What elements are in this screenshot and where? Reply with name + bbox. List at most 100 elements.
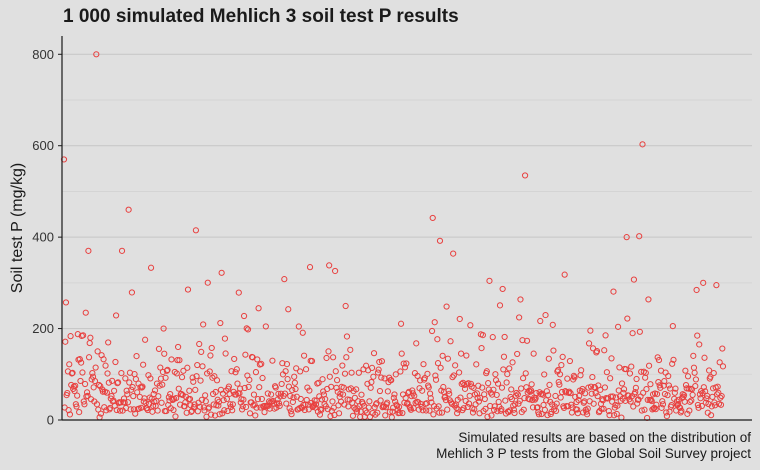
data-point [200,321,207,328]
data-point [246,376,253,383]
data-point [241,384,248,392]
data-point [84,392,91,399]
data-point [694,401,702,409]
data-point [367,384,374,391]
data-point [697,395,704,402]
data-point [609,393,616,400]
data-point [173,370,180,377]
data-point [374,369,382,376]
data-point [439,352,446,359]
data-point [487,402,494,410]
data-point [118,247,126,254]
data-point [714,383,721,390]
data-point [475,398,482,405]
data-point [428,327,436,335]
data-point [537,317,544,325]
data-point [542,311,549,319]
data-point [372,411,379,418]
data-point [202,392,209,399]
data-point [198,348,205,356]
data-point [122,375,129,382]
data-point [479,384,486,391]
data-point [528,381,535,388]
data-point [644,396,651,404]
data-point [672,385,679,392]
data-point [277,393,284,400]
data-point [289,387,296,394]
data-point [426,390,434,397]
data-point [207,411,215,418]
data-point [186,395,194,403]
data-point [669,360,676,367]
data-point [81,401,88,408]
data-point [101,404,108,411]
data-point [232,369,239,376]
data-point [400,360,407,367]
data-point [225,383,232,390]
data-point [564,375,571,382]
data-point [469,409,477,416]
data-point [87,334,94,341]
data-point [66,411,74,418]
data-point [275,400,283,407]
data-point [234,380,241,387]
data-point [465,380,472,387]
data-point [154,407,161,414]
data-point [219,390,227,397]
data-point [691,369,698,376]
data-point [78,359,85,366]
data-point [264,390,271,397]
data-point [692,382,699,390]
data-point [116,407,124,414]
data-point [80,398,87,405]
data-point [518,385,525,392]
data-point [711,402,719,409]
data-point [339,391,347,398]
data-point [140,361,147,368]
data-point [424,370,431,377]
data-point [490,386,497,393]
data-point [444,406,451,413]
data-point [679,391,686,398]
data-point [414,372,421,380]
data-point [162,374,169,381]
data-point [82,309,89,316]
data-point [384,388,391,395]
y-axis: 0 200 400 600 800 [32,36,752,428]
data-point [463,381,471,388]
data-point [566,388,573,395]
data-point [355,369,362,376]
data-point [432,376,440,383]
data-point [191,401,198,408]
data-point [659,398,666,405]
data-point [429,214,436,222]
data-point [578,367,585,374]
data-point [157,364,164,371]
data-point [659,401,667,408]
data-point [527,387,535,394]
data-point [163,367,170,374]
data-point [545,355,552,362]
data-point [478,344,485,352]
data-point [492,371,499,378]
data-point [178,374,186,381]
data-point [698,402,705,410]
data-point [386,408,393,415]
data-point [332,267,339,275]
data-point [642,369,649,377]
data-point [552,392,559,400]
data-point [473,390,481,397]
data-point [506,407,514,414]
data-point [112,312,120,319]
data-point [686,407,693,414]
data-point [258,360,265,368]
data-point [297,368,304,375]
data-point [74,392,81,399]
data-point [99,388,107,395]
data-point [128,289,136,296]
data-point [114,380,121,387]
data-point [675,396,682,403]
data-point [655,379,662,386]
data-point [347,346,354,353]
data-point [202,398,209,405]
